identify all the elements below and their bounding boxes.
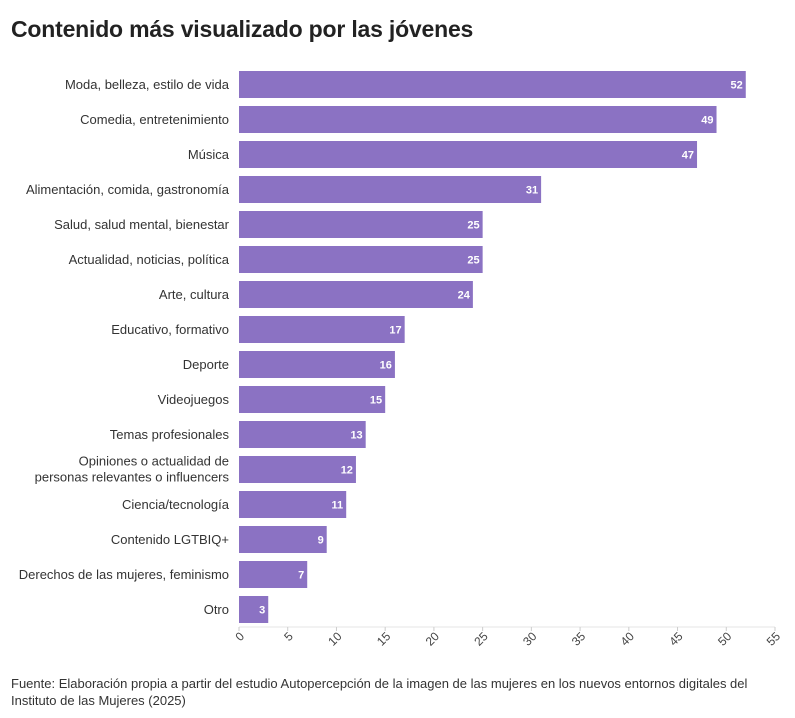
- bar-value-label: 49: [701, 115, 713, 127]
- bar: [239, 176, 542, 203]
- category-label: Ciencia/tecnología: [122, 497, 230, 512]
- bar-value-label: 12: [341, 465, 353, 477]
- bar-value-label: 24: [458, 290, 471, 302]
- category-label: Derechos de las mujeres, feminismo: [19, 567, 229, 582]
- x-tick-label: 0: [232, 629, 247, 644]
- category-label: Educativo, formativo: [111, 322, 229, 337]
- bar-value-label: 47: [682, 150, 694, 162]
- bar-value-label: 3: [259, 605, 265, 617]
- bar-value-label: 16: [380, 360, 392, 372]
- bar-value-label: 11: [332, 500, 344, 512]
- bar: [239, 456, 356, 483]
- bar-value-label: 9: [318, 535, 324, 547]
- x-tick-label: 15: [374, 629, 394, 649]
- bar-value-label: 25: [467, 220, 479, 232]
- bar-value-label: 52: [731, 80, 743, 92]
- bar: [239, 351, 395, 378]
- bar-value-label: 7: [298, 570, 304, 582]
- bar: [239, 281, 473, 308]
- category-label: Arte, cultura: [159, 287, 230, 302]
- category-label: Deporte: [183, 357, 229, 372]
- bar: [239, 106, 717, 133]
- category-label: Comedia, entretenimiento: [80, 112, 229, 127]
- bar: [239, 141, 698, 168]
- category-label: Opiniones o actualidad de personas releva…: [35, 454, 230, 485]
- category-label: Videojuegos: [158, 392, 230, 407]
- bar-chart: 0 5 10 15 20 25 30 35 40 45 50 55 Moda, belleza, est…: [19, 71, 784, 649]
- bar-value-label: 25: [467, 255, 479, 267]
- bar: [239, 71, 746, 98]
- bar-value-label: 17: [389, 325, 401, 337]
- x-tick-label: 5: [281, 629, 296, 644]
- category-label: Salud, salud mental, bienestar: [54, 217, 230, 232]
- source-note: Fuente: Elaboración propia a partir del …: [11, 676, 748, 708]
- bar: [239, 526, 327, 553]
- bar: [239, 596, 269, 623]
- x-tick-label: 30: [520, 629, 540, 649]
- bar: [239, 211, 483, 238]
- x-tick-label: 55: [764, 629, 784, 649]
- bar: [239, 561, 308, 588]
- x-tick-label: 45: [666, 629, 686, 649]
- category-label: Moda, belleza, estilo de vida: [65, 77, 230, 92]
- bar: [239, 246, 483, 273]
- category-label: Actualidad, noticias, política: [69, 252, 230, 267]
- bar: [239, 491, 347, 518]
- category-label: Alimentación, comida, gastronomía: [26, 182, 230, 197]
- bar-value-label: 15: [370, 395, 382, 407]
- category-label: Contenido LGTBIQ+: [111, 532, 229, 547]
- bar: [239, 386, 386, 413]
- bar: [239, 316, 405, 343]
- chart-title: Contenido más visualizado por las jóvene…: [11, 16, 474, 42]
- x-tick-label: 25: [471, 629, 491, 649]
- category-label: Otro: [204, 602, 229, 617]
- bar-value-label: 13: [350, 430, 362, 442]
- category-label: Música: [188, 147, 230, 162]
- x-tick-label: 35: [569, 629, 589, 649]
- bar-value-label: 31: [526, 185, 538, 197]
- x-tick-label: 20: [423, 629, 443, 649]
- x-tick-label: 50: [715, 629, 735, 649]
- x-tick-label: 40: [618, 629, 638, 649]
- bar: [239, 421, 366, 448]
- category-label: Temas profesionales: [110, 427, 230, 442]
- x-tick-label: 10: [325, 629, 345, 649]
